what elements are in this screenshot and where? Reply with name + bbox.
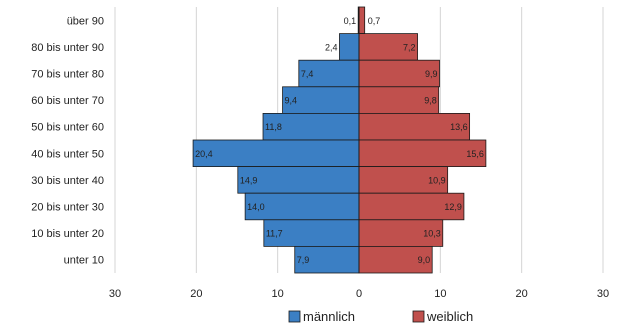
category-label: 30 bis unter 40: [31, 175, 104, 187]
data-labels: 0,1 0,7 2,4 7,2 7,4 9,9 9,4 9,8 11,8 13,6 20,4 15,6…: [195, 16, 484, 265]
bar-maennlich: [244, 192, 360, 221]
bar-maennlich: [294, 245, 360, 274]
x-tick-label: 20: [516, 288, 528, 300]
data-label: 7,2: [403, 42, 416, 52]
x-tick-label: 20: [190, 288, 202, 300]
data-label: 15,6: [466, 149, 484, 159]
data-label: 9,0: [418, 255, 431, 265]
bar-weiblich: [358, 86, 440, 114]
category-label: über 90: [67, 15, 104, 27]
legend-swatch: [412, 310, 425, 323]
data-label: 11,8: [265, 122, 282, 132]
data-label: 12,9: [444, 202, 462, 212]
category-label: 60 bis unter 70: [31, 95, 104, 107]
bar-maennlich: [263, 219, 360, 247]
legend-label: weiblich: [426, 309, 473, 324]
x-tick-label: 30: [109, 288, 121, 300]
data-label: 9,4: [285, 96, 298, 106]
data-label: 9,9: [425, 69, 438, 79]
data-label: 14,0: [247, 202, 265, 212]
category-label: 10 bis unter 20: [31, 228, 104, 240]
x-tick-label: 10: [434, 288, 446, 300]
legend: männlich weiblich: [288, 309, 473, 324]
bars: [192, 6, 487, 274]
x-tick-label: 10: [272, 288, 284, 300]
data-label: 10,9: [428, 175, 446, 185]
data-label: 0,1: [344, 16, 357, 26]
data-label: 20,4: [195, 149, 213, 159]
bar-weiblich: [358, 59, 440, 88]
category-label: 50 bis unter 60: [31, 122, 104, 134]
x-tick-labels: 30 20 10 0 10 20 30: [109, 288, 609, 300]
bar-weiblich: [358, 6, 366, 35]
category-label: 20 bis unter 30: [31, 202, 104, 214]
category-label: unter 10: [64, 255, 104, 267]
data-label: 14,9: [240, 175, 258, 185]
data-label: 7,4: [301, 69, 314, 79]
category-label: 40 bis unter 50: [31, 148, 104, 160]
data-label: 13,6: [450, 122, 468, 132]
x-tick-label: 0: [356, 288, 362, 300]
category-labels: über 90 80 bis unter 90 70 bis unter 80 60 …: [31, 15, 104, 266]
category-label: 80 bis unter 90: [31, 42, 104, 54]
x-tick-label: 30: [597, 288, 609, 300]
data-label: 2,4: [325, 42, 338, 52]
bar-weiblich: [358, 192, 465, 221]
bar-weiblich: [358, 245, 433, 274]
data-label: 9,8: [424, 96, 437, 106]
data-label: 7,9: [297, 255, 310, 265]
bar-weiblich: [358, 139, 487, 168]
bar-weiblich: [358, 33, 418, 61]
bar-maennlich: [298, 59, 360, 88]
data-label: 10,3: [423, 229, 441, 239]
bar-maennlich: [192, 139, 360, 168]
legend-label: männlich: [303, 309, 355, 324]
bar-maennlich: [339, 33, 360, 61]
data-label: 11,7: [266, 229, 283, 239]
bar-weiblich: [358, 166, 449, 194]
data-label: 0,7: [368, 16, 381, 26]
legend-swatch: [288, 310, 301, 323]
category-label: 70 bis unter 80: [31, 69, 104, 81]
